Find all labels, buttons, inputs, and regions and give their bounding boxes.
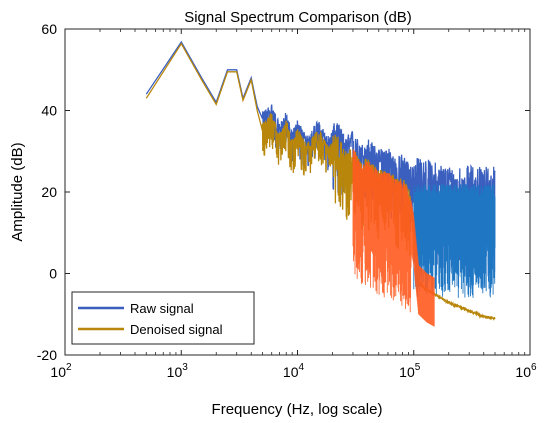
y-tick-label: -20 [37, 347, 57, 363]
x-tick-label: 103 [167, 362, 189, 380]
x-tick-label: 105 [399, 362, 421, 380]
x-tick-label: 106 [515, 362, 537, 380]
y-tick-label: 40 [41, 103, 57, 119]
y-tick-label: 0 [49, 266, 57, 282]
x-axis-ticks: 102 103 104 105 106 [50, 29, 537, 380]
y-tick-label: 20 [41, 184, 57, 200]
x-axis-label: Frequency (Hz, log scale) [212, 401, 383, 418]
x-tick-label: 102 [50, 362, 72, 380]
y-tick-label: 60 [41, 21, 57, 37]
legend-box [71, 291, 255, 345]
legend-label-denoised: Denoised signal [130, 322, 223, 337]
y-axis-label: Amplitude (dB) [9, 142, 26, 241]
chart-title: Signal Spectrum Comparison (dB) [184, 9, 412, 26]
y-axis-ticks: -20 0 20 40 60 [37, 21, 530, 363]
legend: Raw signal Denoised signal [71, 291, 255, 345]
x-tick-label: 104 [283, 362, 305, 380]
series-layer [145, 40, 496, 327]
legend-label-raw: Raw signal [130, 301, 194, 316]
series-band-denoised [352, 148, 435, 327]
